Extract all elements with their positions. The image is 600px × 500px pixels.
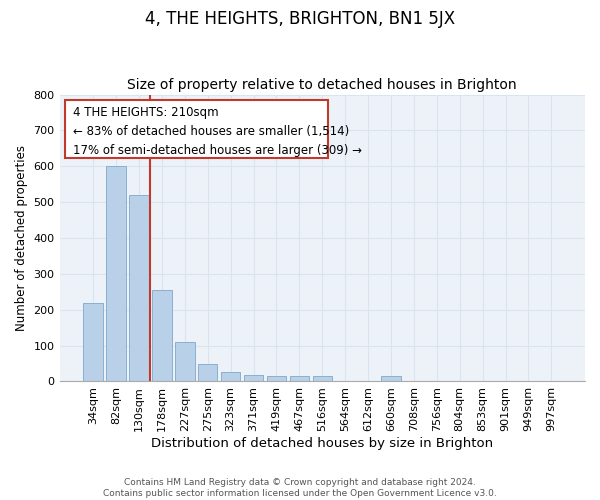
Y-axis label: Number of detached properties: Number of detached properties	[15, 145, 28, 331]
Bar	[175, 342, 194, 382]
Text: 4 THE HEIGHTS: 210sqm
← 83% of detached houses are smaller (1,514)
17% of semi-d: 4 THE HEIGHTS: 210sqm ← 83% of detached …	[73, 106, 362, 157]
Text: 4, THE HEIGHTS, BRIGHTON, BN1 5JX: 4, THE HEIGHTS, BRIGHTON, BN1 5JX	[145, 10, 455, 28]
Bar	[83, 302, 103, 382]
Title: Size of property relative to detached houses in Brighton: Size of property relative to detached ho…	[127, 78, 517, 92]
Bar	[313, 376, 332, 382]
Text: Contains HM Land Registry data © Crown copyright and database right 2024.
Contai: Contains HM Land Registry data © Crown c…	[103, 478, 497, 498]
Bar	[244, 375, 263, 382]
Bar	[221, 372, 241, 382]
Bar	[267, 376, 286, 382]
FancyBboxPatch shape	[65, 100, 328, 158]
Bar	[152, 290, 172, 382]
Bar	[290, 376, 309, 382]
Bar	[198, 364, 217, 382]
Bar	[129, 195, 149, 382]
X-axis label: Distribution of detached houses by size in Brighton: Distribution of detached houses by size …	[151, 437, 493, 450]
Bar	[381, 376, 401, 382]
Bar	[106, 166, 126, 382]
